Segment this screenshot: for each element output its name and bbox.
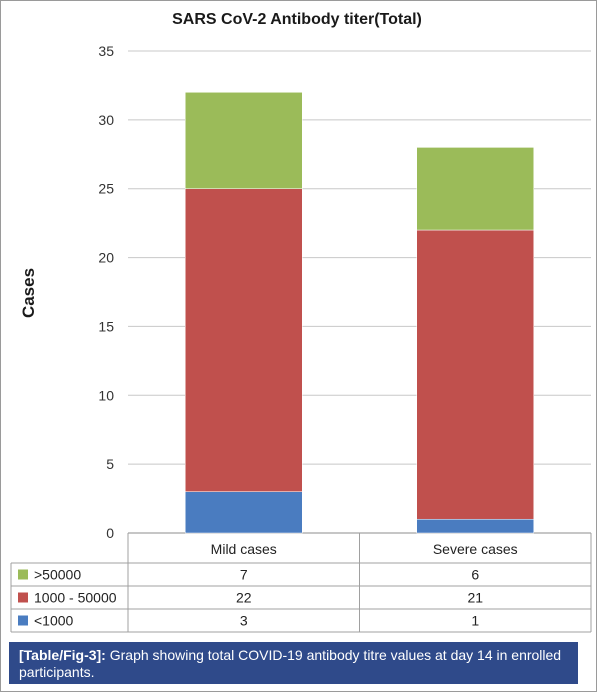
y-tick-label: 30	[98, 112, 114, 128]
legend-label: 1000 - 50000	[34, 590, 117, 606]
y-axis-label: Cases	[19, 268, 38, 318]
bar-segment	[416, 147, 534, 231]
y-tick-label: 35	[98, 43, 114, 59]
legend-label: <1000	[34, 613, 74, 629]
y-tick-labels: 0 5 10 15 20 25 30 35	[98, 43, 114, 541]
bar-segment	[416, 518, 534, 534]
legend-label: >50000	[34, 567, 81, 583]
caption-text: Graph showing total COVID-19 antibody ti…	[19, 647, 562, 680]
bar-segment	[185, 491, 303, 534]
data-table-value: 3	[240, 613, 248, 629]
y-tick-label: 5	[106, 456, 114, 472]
legend-swatch	[18, 592, 28, 603]
y-tick-label: 0	[106, 525, 114, 541]
figure-caption: [Table/Fig-3]: Graph showing total COVID…	[9, 642, 578, 684]
data-table-value: 6	[471, 567, 479, 583]
bar-segment	[416, 229, 534, 520]
bars	[185, 92, 534, 534]
legend-swatch	[18, 569, 28, 580]
data-table-value: 21	[467, 590, 483, 606]
y-tick-label: 20	[98, 250, 114, 266]
category-label: Severe cases	[433, 541, 518, 557]
y-tick-label: 25	[98, 181, 114, 197]
legend-swatch	[18, 615, 28, 626]
data-table-value: 7	[240, 567, 248, 583]
chart-title: SARS CoV-2 Antibody titer(Total)	[172, 11, 422, 28]
data-table: Mild cases Severe cases >50000 7 6 1000 - 500…	[10, 533, 592, 633]
y-tick-label: 10	[98, 387, 114, 403]
stacked-bar-chart: SARS CoV-2 Antibody titer(Total) Cases 0…	[10, 11, 592, 633]
bar-segment	[185, 92, 303, 189]
data-table-value: 1	[471, 613, 479, 629]
data-table-value: 22	[236, 590, 252, 606]
y-tick-label: 15	[98, 318, 114, 334]
category-label: Mild cases	[211, 541, 277, 557]
caption-label: [Table/Fig-3]:	[19, 647, 106, 663]
bar-segment	[185, 188, 303, 492]
